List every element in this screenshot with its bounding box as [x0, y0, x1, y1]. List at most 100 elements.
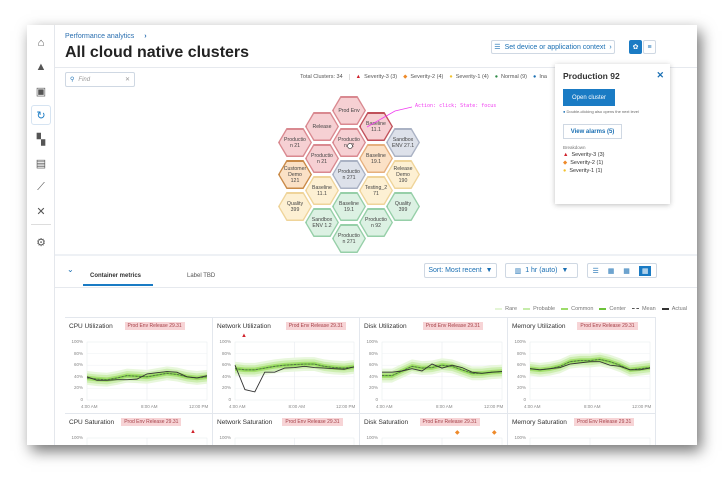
release-badge: Prod Env Release 29.31: [282, 418, 343, 426]
breadcrumb-link[interactable]: Performance analytics: [65, 33, 135, 40]
legend-item: ▲ Severity-3 (3): [356, 74, 397, 80]
time-range-dropdown[interactable]: ▥ 1 hr (auto) ▼: [505, 263, 578, 278]
common-band: [235, 361, 354, 373]
x-tick-label: 8:00 AM: [436, 404, 453, 409]
window-icon[interactable]: ▣: [35, 85, 47, 98]
layout-toggle[interactable]: ☰ ▦ ▦ ▦: [587, 263, 657, 278]
view-alarms-button[interactable]: View alarms (5): [563, 124, 622, 139]
breakdown-list: ▲ Severity-3 (3) ◆ Severity-2 (1) ● Severity-…: [563, 152, 662, 174]
legend-item: Rare: [495, 306, 517, 312]
severity-2-alert-icon[interactable]: ◆: [492, 430, 497, 436]
severity-3-alert-icon[interactable]: ▲: [190, 429, 196, 435]
divider: [55, 287, 697, 288]
severity-2-alert-icon[interactable]: ◆: [455, 430, 460, 436]
panel-title: Production 92: [563, 71, 620, 81]
severity-3-alert-icon[interactable]: ▲: [241, 333, 247, 339]
y-tick-label: 20%: [368, 385, 378, 391]
sort-dropdown[interactable]: Sort: Most recent ▼: [424, 263, 497, 278]
cluster-detail-panel: Production 92 ✕ Open cluster ● Double-cl…: [555, 64, 670, 204]
actual-line: [234, 365, 355, 393]
actual-line: [86, 371, 208, 381]
close-icon[interactable]: ✕: [656, 70, 664, 80]
legend-swatch: [495, 308, 503, 310]
y-tick-label: 60%: [221, 362, 231, 368]
y-tick-label: 100%: [366, 339, 378, 344]
collapse-chevron-icon[interactable]: ⌄: [67, 265, 74, 274]
layout-1col-icon[interactable]: ☰: [592, 267, 599, 275]
y-tick-label: 60%: [516, 362, 526, 368]
chevron-right-icon: ›: [144, 33, 147, 40]
x-tick-label: 12:00 PM: [632, 404, 652, 409]
settings-gear-icon[interactable]: ⚙: [36, 236, 46, 249]
legend-label: Probable: [533, 306, 556, 312]
refresh-cluster-icon[interactable]: ↻: [31, 105, 51, 125]
chevron-right-icon: ›: [609, 43, 612, 51]
chart-plot: [529, 341, 651, 401]
x-tick-label: 4:00 AM: [376, 404, 393, 409]
x-tick-label: 8:00 AM: [584, 404, 601, 409]
set-context-button[interactable]: ☰ Set device or application context ›: [491, 40, 615, 54]
breakdown-label: Severity-3 (3): [571, 152, 605, 158]
list-icon: ☰: [494, 44, 501, 51]
breadcrumb[interactable]: Performance analytics ›: [65, 33, 147, 40]
y-tick-label: 100%: [219, 339, 231, 344]
chart-cell: Network Utilization Prod Env Release 29.3…: [213, 317, 360, 414]
open-cluster-button[interactable]: Open cluster: [563, 89, 615, 106]
chart-plot: [234, 341, 355, 401]
legend-swatch: [561, 308, 569, 310]
x-tick-label: 8:00 AM: [288, 404, 306, 409]
annotation-line: [347, 106, 413, 149]
sidebar: ⌂ ▲ ▣ ↻ ▚ ▤ ⟋ ✕ ⚙: [27, 25, 55, 445]
release-badge: Prod Env Release 29.31: [574, 418, 635, 426]
line-chart-icon[interactable]: ⟋: [37, 180, 45, 193]
search-icon: ⚲: [70, 77, 75, 83]
tab-container-metrics[interactable]: Container metrics: [90, 273, 142, 279]
legend-swatch: [599, 308, 607, 310]
legend-label: Severity-3 (3): [364, 74, 398, 80]
total-clusters: Total Clusters: 34: [300, 74, 350, 80]
breakdown-item: ● Severity-1 (1): [563, 168, 662, 174]
y-tick-label: 0: [523, 397, 526, 402]
y-tick-label: 80%: [221, 350, 231, 356]
y-tick-label: 100%: [71, 435, 83, 440]
dashboard-icon[interactable]: ▚: [36, 133, 46, 146]
cluster-hex[interactable]: Sandbox ENV 1.2: [305, 208, 339, 237]
release-badge: Prod Env Release 29.31: [577, 322, 638, 330]
hex-view-icon[interactable]: ✿: [629, 40, 642, 54]
legend-item: ● Ina: [533, 74, 547, 80]
home-icon[interactable]: ⌂: [37, 37, 45, 49]
layout-4col-icon[interactable]: ▦: [638, 265, 652, 276]
release-badge: Prod Env Release 29.31: [285, 322, 346, 330]
y-tick-label: 40%: [221, 373, 231, 379]
info-icon: ●: [563, 109, 566, 114]
mean-line: [86, 372, 208, 381]
layout-2col-icon[interactable]: ▦: [607, 267, 615, 275]
legend-item: ◆ Severity-2 (4): [403, 74, 443, 80]
y-tick-label: 0: [80, 397, 83, 402]
layout-3col-icon[interactable]: ▦: [623, 267, 630, 275]
resize-handle[interactable]: [55, 254, 697, 256]
page-title: All cloud native clusters: [65, 44, 250, 61]
status-severity-3-icon: ▲: [355, 74, 362, 80]
legend-label: Ina: [539, 74, 547, 80]
list-view-icon[interactable]: ≡: [643, 40, 656, 54]
search-input[interactable]: ⚲ Find ✕: [65, 72, 135, 87]
x-tick-label: 4:00 AM: [229, 404, 246, 409]
legend-swatch: [631, 308, 639, 310]
tools-icon[interactable]: ✕: [36, 205, 46, 218]
y-tick-label: 40%: [516, 373, 526, 379]
y-tick-label: 20%: [73, 385, 83, 391]
alert-triangle-icon[interactable]: ▲: [35, 61, 47, 73]
clear-icon[interactable]: ✕: [124, 77, 130, 83]
clipboard-icon[interactable]: ▤: [35, 157, 47, 170]
status-severity-1-icon: ●: [449, 74, 453, 80]
common-band: [530, 357, 650, 373]
chart-plot: [234, 437, 355, 445]
x-tick-label: 12:00 PM: [484, 404, 504, 409]
breakdown-item: ◆ Severity-2 (1): [563, 160, 662, 166]
tab-label-tbd[interactable]: Label TBD: [187, 273, 216, 279]
caret-down-icon: ▼: [561, 267, 569, 274]
set-context-label: Set device or application context: [504, 43, 606, 51]
center-band: [382, 364, 502, 377]
probable-band: [235, 359, 354, 375]
